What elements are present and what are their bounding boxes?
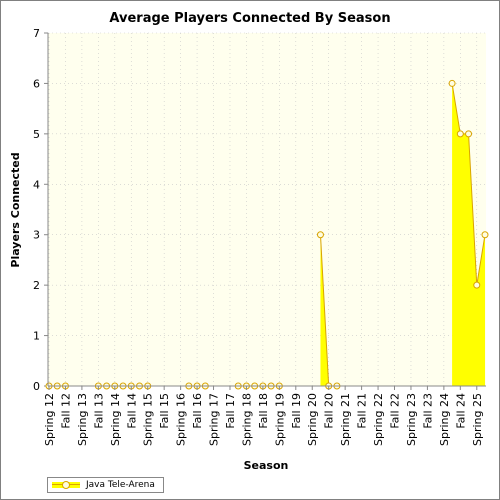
x-tick-label: Spring 23 [405,393,418,446]
y-tick-label: 5 [33,128,40,141]
x-tick-label: Spring 12 [43,393,56,446]
area-fill [452,83,485,386]
x-tick-label: Fall 24 [454,393,467,429]
x-tick-label: Fall 18 [257,393,270,429]
x-tick-label: Spring 18 [240,393,253,446]
plot-area: 0 1 2 3 4 5 6 7 Spring 12 Fall 12 Spring 13 Fall 13… [33,27,489,446]
x-tick-label: Spring 16 [175,393,188,446]
x-tick-label: Fall 15 [158,393,171,429]
legend-swatch [52,480,80,490]
x-tick-label: Fall 16 [191,393,204,429]
x-tick-label: Spring 15 [142,393,155,446]
plot-background [48,33,486,386]
x-tick-label: Spring 21 [339,393,352,446]
x-tick-label: Fall 19 [290,393,303,429]
x-tick-label: Spring 13 [76,393,89,446]
x-tick-label: Fall 13 [92,393,105,429]
x-axis-label: Season [244,459,289,472]
y-tick-label: 0 [33,380,40,393]
x-tick-label: Fall 20 [323,393,336,429]
x-tick-label: Spring 24 [438,393,451,446]
data-point [465,130,473,138]
y-tick-label: 4 [33,178,40,191]
x-tick-label: Spring 20 [306,393,319,446]
y-tick-label: 3 [33,229,40,242]
y-axis-label: Players Connected [9,152,22,267]
x-tick-label: Fall 12 [59,393,72,429]
x-tick-label: Spring 25 [471,393,484,446]
y-tick-label: 6 [33,77,40,90]
data-point [473,281,481,289]
x-tick-label: Fall 22 [389,393,402,429]
legend: Java Tele-Arena [47,477,164,493]
x-tick-label: Fall 17 [224,393,237,429]
x-tick-label: Fall 21 [356,393,369,429]
data-point [456,130,464,138]
y-tick-label: 7 [33,27,40,40]
data-point [316,231,324,239]
y-tick-label: 1 [33,330,40,343]
x-tick-label: Fall 23 [421,393,434,429]
x-tick-label: Spring 14 [109,393,122,446]
x-tick-label: Spring 19 [273,393,286,446]
x-tick-label: Spring 17 [208,393,221,446]
area-fill [320,234,337,386]
chart-title: Average Players Connected By Season [109,11,390,26]
x-tick-label: Spring 22 [372,393,385,446]
x-tick-label: Fall 14 [125,393,138,429]
legend-label: Java Tele-Arena [86,480,155,490]
y-tick-label: 2 [33,279,40,292]
data-point [481,231,489,239]
data-point [448,79,456,87]
